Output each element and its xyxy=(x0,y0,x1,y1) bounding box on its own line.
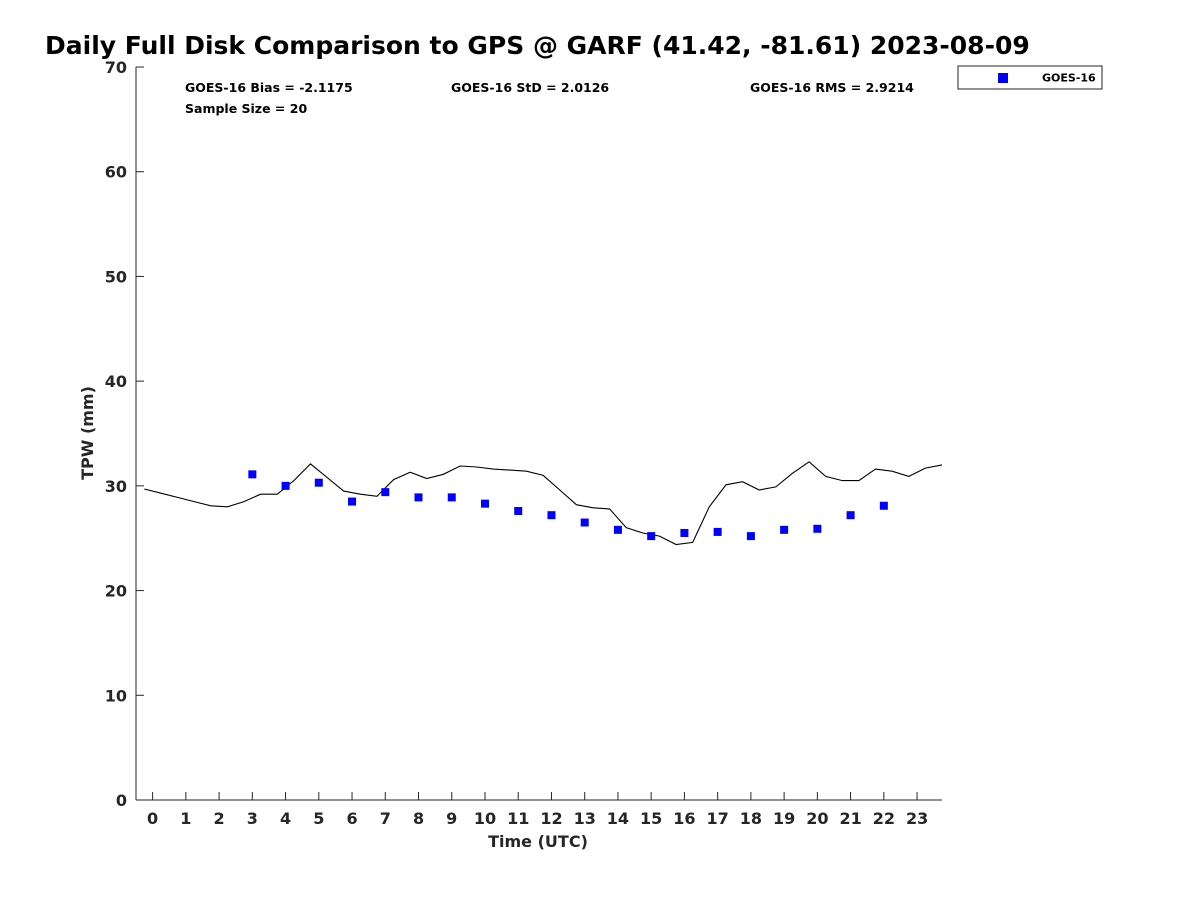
goes16-data-point xyxy=(879,501,888,510)
sample-size-annotation: Sample Size = 20 xyxy=(185,101,307,116)
legend: GOES-16 xyxy=(957,65,1103,90)
y-tick-label: 50 xyxy=(105,267,127,286)
x-tick-label: 23 xyxy=(906,809,928,828)
x-axis-ticks: 0 1 2 3 4 5 6 7 8 9 10 11 12 13 14 15 16 17 18 19 20 21 22 23 xyxy=(147,792,928,828)
x-tick-label: 6 xyxy=(346,809,357,828)
x-tick-label: 18 xyxy=(740,809,762,828)
goes16-data-point xyxy=(480,499,489,508)
x-tick-label: 14 xyxy=(607,809,629,828)
x-tick-label: 19 xyxy=(773,809,795,828)
goes16-data-point xyxy=(613,525,622,534)
x-tick-label: 8 xyxy=(413,809,424,828)
x-tick-label: 13 xyxy=(574,809,596,828)
goes16-data-point xyxy=(381,488,390,497)
goes16-data-point xyxy=(514,506,523,515)
gps-line-series xyxy=(144,461,943,546)
x-tick-label: 0 xyxy=(147,809,158,828)
y-tick-label: 30 xyxy=(105,477,127,496)
goes16-data-point xyxy=(348,497,357,506)
y-tick-label: 10 xyxy=(105,686,127,705)
y-tick-label: 20 xyxy=(105,582,127,601)
goes16-data-point xyxy=(813,524,822,533)
goes16-marker-series xyxy=(248,470,888,541)
goes16-data-point xyxy=(547,511,556,520)
goes16-data-point xyxy=(647,532,656,541)
goes16-data-point xyxy=(248,470,257,479)
goes16-data-point xyxy=(746,532,755,541)
goes16-data-point xyxy=(846,511,855,520)
y-axis-ticks: 0 10 20 30 40 50 60 70 xyxy=(105,58,144,810)
bias-annotation: GOES-16 Bias = -2.1175 xyxy=(185,80,353,95)
x-tick-label: 7 xyxy=(380,809,391,828)
x-tick-label: 1 xyxy=(180,809,191,828)
goes16-data-point xyxy=(414,493,423,502)
goes16-data-point xyxy=(680,528,689,537)
y-tick-label: 60 xyxy=(105,163,127,182)
legend-box xyxy=(957,65,1103,90)
x-tick-label: 11 xyxy=(507,809,529,828)
x-tick-label: 20 xyxy=(806,809,828,828)
x-tick-label: 9 xyxy=(446,809,457,828)
x-tick-label: 21 xyxy=(839,809,861,828)
y-tick-label: 0 xyxy=(116,791,127,810)
goes16-data-point xyxy=(447,493,456,502)
y-tick-label: 40 xyxy=(105,372,127,391)
plot-background xyxy=(136,67,942,800)
x-tick-label: 12 xyxy=(540,809,562,828)
std-annotation: GOES-16 StD = 2.0126 xyxy=(451,80,609,95)
gps-tpw-line xyxy=(144,461,943,546)
x-tick-label: 4 xyxy=(280,809,291,828)
x-tick-label: 3 xyxy=(247,809,258,828)
x-tick-label: 2 xyxy=(214,809,225,828)
x-tick-label: 22 xyxy=(873,809,895,828)
rms-annotation: GOES-16 RMS = 2.9214 xyxy=(750,80,914,95)
x-tick-label: 16 xyxy=(673,809,695,828)
goes16-data-point xyxy=(713,527,722,536)
x-axis-label: Time (UTC) xyxy=(488,832,588,851)
x-tick-label: 5 xyxy=(313,809,324,828)
legend-marker-goes16 xyxy=(998,73,1008,83)
x-tick-label: 15 xyxy=(640,809,662,828)
chart-title: Daily Full Disk Comparison to GPS @ GARF… xyxy=(45,31,1030,60)
goes16-data-point xyxy=(314,478,323,487)
y-axis-label: TPW (mm) xyxy=(78,386,97,480)
goes16-data-point xyxy=(780,525,789,534)
legend-label-goes16: GOES-16 xyxy=(1042,72,1096,85)
goes16-data-point xyxy=(281,481,290,490)
x-tick-label: 10 xyxy=(474,809,496,828)
y-tick-label: 70 xyxy=(105,58,127,77)
goes16-data-point xyxy=(580,518,589,527)
x-tick-label: 17 xyxy=(707,809,729,828)
